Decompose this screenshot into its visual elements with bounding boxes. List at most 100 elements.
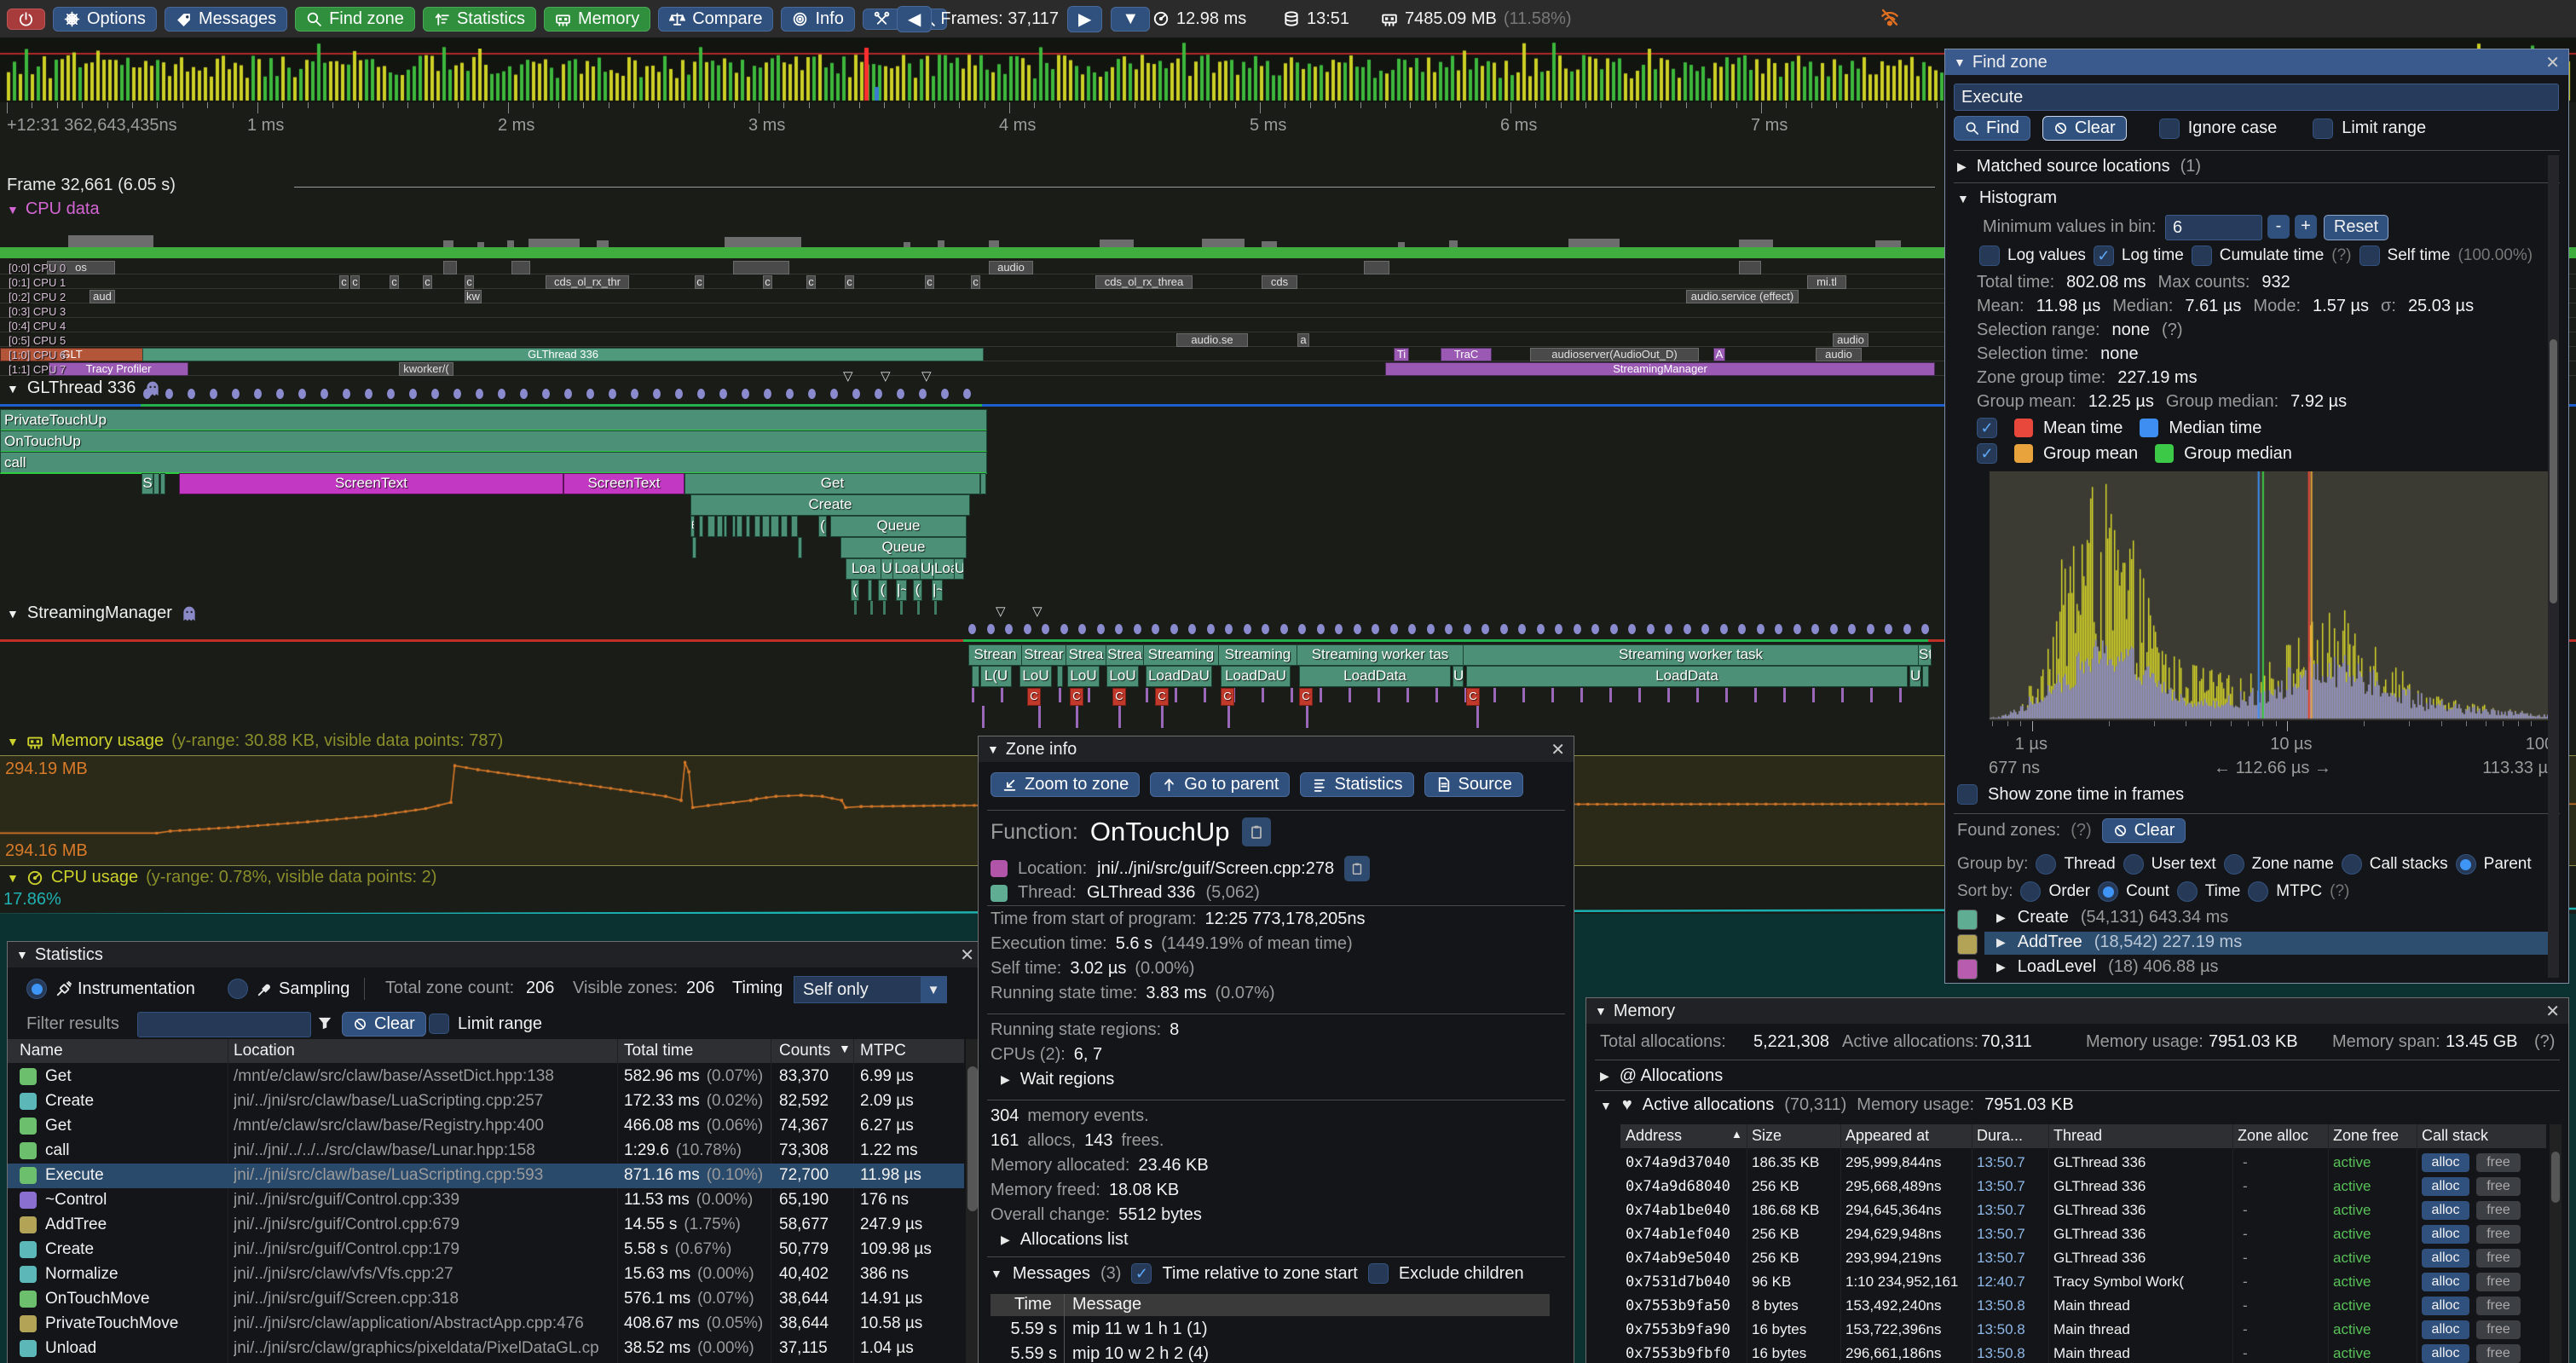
- column-header[interactable]: Call stack: [2422, 1127, 2489, 1144]
- instrumentation-radio[interactable]: [26, 979, 47, 999]
- frame-dropdown-button[interactable]: ▼: [1111, 6, 1151, 32]
- cpu-timeline-segment[interactable]: Tracy Profiler: [49, 362, 188, 376]
- column-header[interactable]: Appeared at: [1845, 1127, 1930, 1144]
- allocation-row[interactable]: 0x74ab1be040 186.68 KB 294,645,364ns 13:50.…: [1620, 1199, 2546, 1223]
- zone-bar[interactable]: [1922, 666, 1929, 687]
- alloc-callstack-button[interactable]: alloc: [2422, 1297, 2469, 1315]
- cumulate-time-checkbox[interactable]: [2191, 245, 2212, 266]
- allocation-row[interactable]: 0x74a9d37040 186.35 KB 295,999,844ns 13:50.…: [1620, 1152, 2546, 1175]
- order-radio[interactable]: [2020, 881, 2042, 902]
- zone-bar[interactable]: call: [0, 452, 987, 474]
- cpu-timeline-segment[interactable]: c: [350, 275, 360, 289]
- alloc-callstack-button[interactable]: alloc: [2422, 1153, 2469, 1172]
- zone-bar[interactable]: Create: [690, 494, 970, 516]
- self-time-checkbox[interactable]: [2359, 245, 2380, 266]
- sampling-radio[interactable]: [228, 979, 248, 999]
- memory-usage-plot-header[interactable]: ▼ Memory usage (y-range: 30.88 KB, visible…: [7, 731, 503, 751]
- prev-frame-button[interactable]: ◀: [897, 5, 933, 32]
- dropdown-arrow[interactable]: ▼: [921, 977, 946, 1002]
- allocation-row[interactable]: 0x74ab1ef040 256 KB 294,629,948ns 13:50.7 GL…: [1620, 1223, 2546, 1247]
- table-row[interactable]: ~Control jni/../jni/src/guif/Control.cpp:…: [8, 1188, 964, 1213]
- cpu-timeline-segment[interactable]: audio: [989, 261, 1033, 274]
- message-row[interactable]: 5.59 s mip 11 w 1 h 1 (1): [991, 1320, 1550, 1344]
- alloc-callstack-button[interactable]: alloc: [2422, 1320, 2469, 1339]
- decrease-bin-button[interactable]: -: [2267, 215, 2290, 239]
- column-header[interactable]: Zone alloc: [2238, 1127, 2309, 1144]
- cpu-timeline-segment[interactable]: c: [339, 275, 349, 289]
- cpu-timeline-segment[interactable]: c: [695, 275, 704, 289]
- cpu-timeline-segment[interactable]: [1739, 261, 1761, 274]
- table-row[interactable]: OnTouchMove jni/../jni/src/guif/Screen.cp…: [8, 1287, 964, 1312]
- timing-dropdown[interactable]: Self only ▼: [794, 976, 947, 1003]
- zone-bar[interactable]: LoadData: [1466, 666, 1908, 687]
- cpu-timeline-segment[interactable]: aud: [90, 290, 115, 303]
- alloc-callstack-button[interactable]: alloc: [2422, 1225, 2469, 1244]
- zone-bar[interactable]: Queue: [840, 537, 967, 558]
- close-icon[interactable]: ✕: [2545, 1002, 2560, 1021]
- collapsible-allocations-list[interactable]: ▶ Allocations list: [1001, 1230, 1129, 1250]
- free-callstack-button[interactable]: free: [2476, 1153, 2521, 1172]
- table-row[interactable]: PrivateTouchMove jni/../jni/src/claw/appl…: [8, 1312, 964, 1337]
- alloc-callstack-button[interactable]: alloc: [2422, 1273, 2469, 1291]
- time-radio[interactable]: [2176, 881, 2198, 902]
- cpu-timeline-segment[interactable]: [443, 261, 457, 274]
- filter-funnel[interactable]: [316, 1014, 333, 1037]
- limit-range-checkbox[interactable]: [429, 1014, 449, 1034]
- power-button[interactable]: [7, 8, 45, 30]
- legend-checkbox[interactable]: ✓: [1977, 418, 1997, 438]
- zone-bar[interactable]: Streaming worker tas: [1297, 644, 1464, 666]
- cpu-timeline-segment[interactable]: TraC: [1441, 348, 1492, 361]
- column-header[interactable]: Dura...: [1977, 1127, 2024, 1144]
- statistics-button[interactable]: Statistics: [1300, 772, 1414, 797]
- zone-bar[interactable]: LoadData: [1299, 666, 1451, 687]
- cpu-timeline-segment[interactable]: kw: [465, 290, 482, 303]
- show-zone-time-checkbox[interactable]: [1957, 784, 1978, 805]
- exclude-children-checkbox[interactable]: [1367, 1263, 1389, 1284]
- histogram-canvas[interactable]: [1989, 471, 2558, 721]
- cpu-timeline-segment[interactable]: StreamingManager: [1385, 362, 1935, 376]
- collapsed-zone-marker[interactable]: ▽: [921, 369, 932, 384]
- collapsible-wait-regions[interactable]: ▶ Wait regions: [1001, 1070, 1114, 1089]
- table-row[interactable]: Execute jni/../jni/src/claw/base/LuaScrip…: [8, 1164, 964, 1188]
- allocation-row[interactable]: 0x7531d7b040 96 KB 1:10 234,952,161 12:40.7…: [1620, 1271, 2546, 1295]
- column-header[interactable]: Zone free: [2333, 1127, 2400, 1144]
- alloc-callstack-button[interactable]: alloc: [2422, 1249, 2469, 1268]
- alloc-callstack-button[interactable]: alloc: [2422, 1201, 2469, 1220]
- cpu-timeline-segment[interactable]: audio.se: [1176, 333, 1248, 347]
- legend-checkbox[interactable]: ✓: [1977, 443, 1997, 464]
- clear-button[interactable]: Clear: [342, 1012, 426, 1037]
- allocation-row[interactable]: 0x7553b9fa50 8 bytes 153,492,240ns 13:50.8 M…: [1620, 1295, 2546, 1319]
- info-button[interactable]: Info: [781, 6, 855, 32]
- table-row[interactable]: Unload jni/../jni/src/claw/graphics/pixel…: [8, 1337, 964, 1361]
- zone-bar[interactable]: LoU: [1019, 666, 1052, 687]
- zone-bar[interactable]: |~: [932, 580, 943, 601]
- cpu-timeline-segment[interactable]: c: [423, 275, 432, 289]
- cpu-timeline-segment[interactable]: cds_ol_rx_threa: [1095, 275, 1193, 289]
- column-header[interactable]: Address: [1626, 1127, 1683, 1144]
- close-icon[interactable]: ✕: [1551, 740, 1565, 759]
- zone-bar[interactable]: Strea: [1066, 644, 1106, 666]
- zone-bar[interactable]: Streaming: [1143, 644, 1219, 666]
- clear-button[interactable]: Clear: [2042, 116, 2127, 141]
- found-zone-group[interactable]: ▶ AddTree (18,542) 227.19 ms: [1996, 933, 2242, 952]
- table-row[interactable]: Get/mnt/e/claw/src/claw/base/AssetDict.h…: [8, 1065, 964, 1089]
- go-to-parent-button[interactable]: Go to parent: [1150, 772, 1291, 797]
- cpu-timeline-segment[interactable]: cds: [1262, 275, 1297, 289]
- zone-bar[interactable]: Strea: [1106, 644, 1144, 666]
- cpu-timeline-segment[interactable]: [511, 261, 530, 274]
- column-header[interactable]: Thread: [2053, 1127, 2103, 1144]
- free-callstack-button[interactable]: free: [2476, 1320, 2521, 1339]
- zone-bar[interactable]: Loa: [933, 558, 955, 580]
- collapsed-zone-marker[interactable]: ▽: [996, 604, 1006, 619]
- scrollbar-thumb[interactable]: [2551, 1152, 2560, 1203]
- cpu-data-header[interactable]: ▼ CPU data: [7, 199, 100, 219]
- cpu-timeline-segment[interactable]: Ti: [1394, 348, 1409, 361]
- thread-radio[interactable]: [2036, 854, 2057, 875]
- zone-bar[interactable]: Loa: [892, 558, 921, 580]
- collapsed-zone-marker[interactable]: ▽: [843, 369, 853, 384]
- zone-bar[interactable]: [868, 580, 872, 601]
- close-icon[interactable]: ✕: [960, 945, 974, 965]
- cpu-timeline-segment[interactable]: c: [390, 275, 399, 289]
- table-row[interactable]: call jni/../jni/../../../src/claw/base/Lu…: [8, 1139, 964, 1164]
- memory-button[interactable]: Memory: [543, 6, 651, 32]
